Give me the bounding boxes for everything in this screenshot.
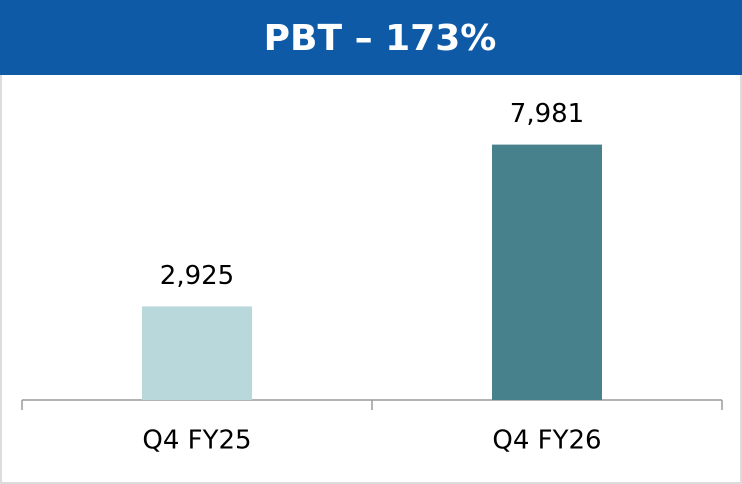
value-label: 2,925 <box>160 261 234 291</box>
title-bar <box>0 0 742 75</box>
x-tick-label: Q4 FY26 <box>492 426 601 456</box>
x-tick-label: Q4 FY25 <box>142 426 251 456</box>
chart-title: PBT – 173% <box>264 18 497 59</box>
bar <box>142 306 252 400</box>
value-label: 7,981 <box>510 99 584 129</box>
bar <box>492 144 602 400</box>
